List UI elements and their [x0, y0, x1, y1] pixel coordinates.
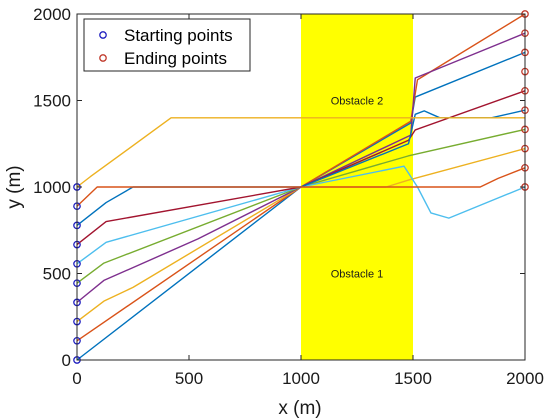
x-tick-label: 0: [72, 369, 81, 388]
x-tick-label: 1000: [282, 369, 320, 388]
y-tick-label: 500: [43, 265, 71, 284]
y-axis-label: y (m): [4, 165, 25, 208]
x-tick-label: 1500: [394, 369, 432, 388]
legend-box: [83, 18, 251, 72]
obstacle-2-region: [301, 14, 413, 187]
obstacle-1-region: [301, 187, 413, 360]
x-axis-label: x (m): [278, 398, 321, 419]
legend-label-2: Ending points: [124, 49, 227, 68]
trajectory-line-10: [76, 117, 525, 188]
trajectory-line-7: [76, 90, 526, 246]
legend-label-1: Starting points: [124, 26, 233, 45]
trajectory-line-1: [76, 51, 526, 361]
obstacle-1-label: Obstacle 1: [331, 269, 384, 281]
legend-marker-2: [99, 54, 107, 62]
y-tick-label: 1500: [33, 92, 71, 111]
legend: Starting points Ending points: [83, 18, 251, 72]
legend-marker-1: [99, 31, 107, 39]
y-tick-label: 1000: [33, 178, 71, 197]
y-tick-label: 0: [62, 351, 71, 370]
y-tick-label: 2000: [33, 5, 71, 24]
obstacles-layer: Obstacle 1 Obstacle 2: [301, 14, 413, 360]
obstacle-2-label: Obstacle 2: [331, 96, 384, 108]
axes-layer: 0 500 1000 1500 2000 0 500 1000 1500 2000: [33, 5, 544, 388]
x-tick-label: 500: [175, 369, 203, 388]
trajectory-line-9: [76, 167, 526, 207]
trajectory-line-2: [76, 13, 526, 342]
trajectory-line-6: [76, 165, 526, 265]
series-layer: [76, 13, 526, 361]
x-tick-label: 2000: [506, 369, 544, 388]
